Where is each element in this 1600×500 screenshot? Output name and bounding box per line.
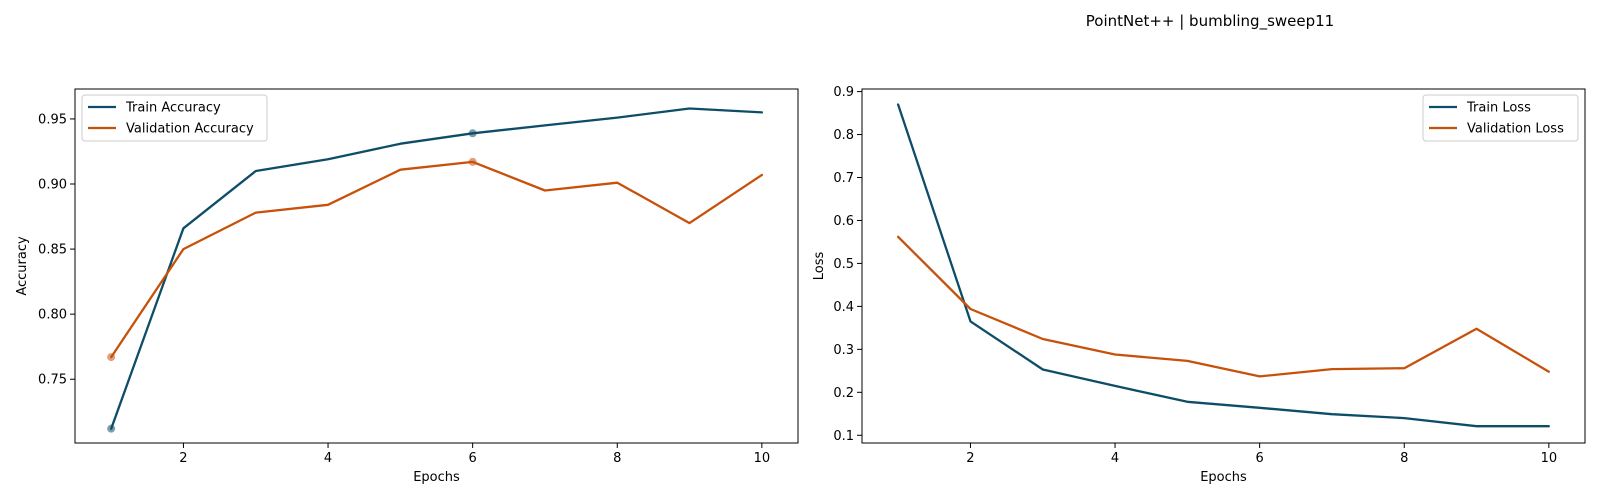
x-tick-label: 10 bbox=[1541, 451, 1558, 466]
series-line-validation-accuracy bbox=[110, 160, 764, 359]
y-tick-label: 0.85 bbox=[38, 243, 67, 258]
y-tick-label: 0.3 bbox=[833, 343, 854, 358]
x-tick-label: 4 bbox=[1111, 451, 1119, 466]
x-tick-label: 6 bbox=[469, 451, 477, 466]
y-tick-label: 0.6 bbox=[833, 214, 854, 229]
y-tick-label: 0.2 bbox=[833, 386, 854, 401]
x-tick-label: 4 bbox=[324, 451, 332, 466]
y-tick-label: 0.5 bbox=[833, 257, 854, 272]
y-tick-label: 0.9 bbox=[833, 85, 854, 100]
legend-box bbox=[1422, 94, 1579, 142]
x-tick-label: 6 bbox=[1256, 451, 1264, 466]
series-line-train-accuracy bbox=[110, 107, 764, 430]
y-tick-label: 0.80 bbox=[38, 308, 67, 323]
data-point-train-accuracy bbox=[107, 424, 116, 433]
axes-frame bbox=[74, 88, 799, 444]
chart-1: 2 4 6 8 10 0.75 0.80 0.85 0.90 0.95 Epochs Accuracy… bbox=[15, 88, 799, 485]
legend-label: Validation Accuracy bbox=[126, 122, 254, 137]
x-axis-label: Epochs bbox=[1200, 470, 1247, 485]
y-tick-label: 0.8 bbox=[833, 128, 854, 143]
y-axis-label: Accuracy bbox=[15, 236, 30, 296]
legend-box bbox=[81, 94, 268, 142]
series-line-train-loss bbox=[896, 103, 1550, 428]
x-axis-label: Epochs bbox=[413, 470, 460, 485]
x-tick-label: 8 bbox=[613, 451, 621, 466]
series-line-validation-loss bbox=[896, 235, 1550, 378]
legend-label: Train Accuracy bbox=[125, 101, 221, 116]
axes-frame bbox=[861, 88, 1586, 444]
chart-2: 2 4 6 8 10 0.1 0.2 0.3 0.4 0.5 0.6 0.7 0.8 0.9 Epochs L… bbox=[812, 85, 1586, 485]
data-point-validation-accuracy bbox=[107, 353, 116, 362]
y-tick-label: 0.90 bbox=[38, 178, 67, 193]
x-tick-label: 10 bbox=[754, 451, 771, 466]
legend-label: Train Loss bbox=[1466, 101, 1531, 116]
data-point-validation-accuracy bbox=[468, 157, 477, 166]
legend-label: Validation Loss bbox=[1467, 122, 1564, 137]
y-tick-label: 0.7 bbox=[833, 171, 854, 186]
y-tick-label: 0.1 bbox=[833, 429, 854, 444]
legend: Train Loss Validation Loss bbox=[1422, 94, 1579, 142]
data-point-train-accuracy bbox=[468, 129, 477, 138]
y-tick-label: 0.95 bbox=[38, 112, 67, 127]
y-tick-label: 0.4 bbox=[833, 300, 854, 315]
y-axis-label: Loss bbox=[812, 252, 827, 281]
legend: Train Accuracy Validation Accuracy bbox=[81, 94, 268, 142]
y-tick-label: 0.75 bbox=[38, 373, 67, 388]
x-tick-label: 2 bbox=[179, 451, 187, 466]
x-tick-label: 8 bbox=[1400, 451, 1408, 466]
x-tick-label: 2 bbox=[966, 451, 974, 466]
figure-suptitle: PointNet++ | bumbling_sweep11 bbox=[1085, 12, 1335, 30]
